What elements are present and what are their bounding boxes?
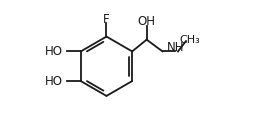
Text: HO: HO [45,75,63,88]
Text: NH: NH [167,41,184,55]
Text: CH₃: CH₃ [179,35,200,45]
Text: HO: HO [45,45,63,58]
Text: OH: OH [138,15,156,28]
Text: F: F [103,13,110,26]
